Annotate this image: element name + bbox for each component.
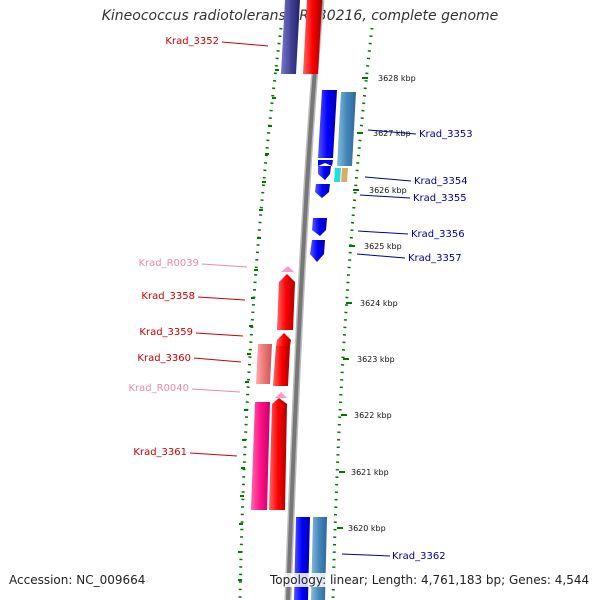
gene-krad-3354[interactable] xyxy=(318,166,331,180)
gene-forward-top[interactable] xyxy=(303,0,322,74)
gene-krad-3360[interactable] xyxy=(256,344,272,384)
tick-label: 3626 kbp xyxy=(369,186,407,195)
gene-label-krad-3358[interactable]: Krad_3358 xyxy=(141,291,195,302)
gene-steel-bottom[interactable] xyxy=(311,517,327,600)
map-title: Kineococcus radiotolerans SRS30216, comp… xyxy=(101,8,499,24)
gene-label-krad-3354[interactable]: Krad_3354 xyxy=(414,176,468,187)
tick-label: 3621 kbp xyxy=(351,468,389,477)
gene-label-krad-3360[interactable]: Krad_3360 xyxy=(137,353,191,364)
gene-krad-3353[interactable] xyxy=(318,90,337,158)
gene-label-krad-3353[interactable]: Krad_3353 xyxy=(419,129,473,140)
gene-krad-3357[interactable] xyxy=(310,240,325,262)
gene-label-krad-3361[interactable]: Krad_3361 xyxy=(133,447,187,458)
gene-label-krad-3359[interactable]: Krad_3359 xyxy=(139,327,193,338)
gene-krad-3358[interactable] xyxy=(277,274,295,330)
right-leader-lines xyxy=(341,129,417,557)
gene-krad-3355[interactable] xyxy=(315,184,330,198)
gene-krad-3354-cyan[interactable] xyxy=(334,168,341,182)
gene-label-krad-3357[interactable]: Krad_3357 xyxy=(408,253,462,264)
tick-label: 3628 kbp xyxy=(378,74,416,83)
gene-label-krad-3356[interactable]: Krad_3356 xyxy=(411,229,465,240)
gene-label-krad-r0040[interactable]: Krad_R0040 xyxy=(128,383,189,394)
gene-krad-3361[interactable] xyxy=(269,398,287,510)
gene-krad-3356[interactable] xyxy=(312,218,327,236)
gene-magenta[interactable] xyxy=(251,402,270,510)
tick-label: 3624 kbp xyxy=(360,299,398,308)
right-tick-marks xyxy=(337,77,368,529)
tick-label: 3620 kbp xyxy=(348,524,386,533)
topology-label: Topology: linear; Length: 4,761,183 bp; … xyxy=(270,573,590,587)
gene-label-krad-3352[interactable]: Krad_3352 xyxy=(165,36,219,47)
left-leader-lines xyxy=(189,41,269,457)
gene-label-krad-3362[interactable]: Krad_3362 xyxy=(392,551,446,562)
tick-label: 3627 kbp xyxy=(373,129,411,138)
gene-krad-3362[interactable] xyxy=(294,517,310,600)
gene-steel-1[interactable] xyxy=(337,92,356,166)
gene-krad-3359[interactable] xyxy=(276,333,291,346)
gene-krad-3352[interactable] xyxy=(281,0,300,74)
gene-krad-3354-tan[interactable] xyxy=(341,168,348,182)
gene-label-krad-r0039[interactable]: Krad_R0039 xyxy=(138,258,199,269)
gene-krad-3353-arrow[interactable] xyxy=(318,160,333,166)
tick-label: 3623 kbp xyxy=(357,355,395,364)
gene-forward-mid[interactable] xyxy=(273,346,290,386)
gene-krad-r0040[interactable] xyxy=(275,392,287,398)
left-dotted-scale xyxy=(238,27,283,600)
left-tick-marks xyxy=(238,69,279,581)
tick-label: 3625 kbp xyxy=(364,242,402,251)
accession-label: Accession: NC_009664 xyxy=(9,573,146,587)
gene-label-krad-3355[interactable]: Krad_3355 xyxy=(413,193,467,204)
gene-krad-r0039[interactable] xyxy=(281,266,294,272)
tick-label: 3622 kbp xyxy=(354,411,392,420)
